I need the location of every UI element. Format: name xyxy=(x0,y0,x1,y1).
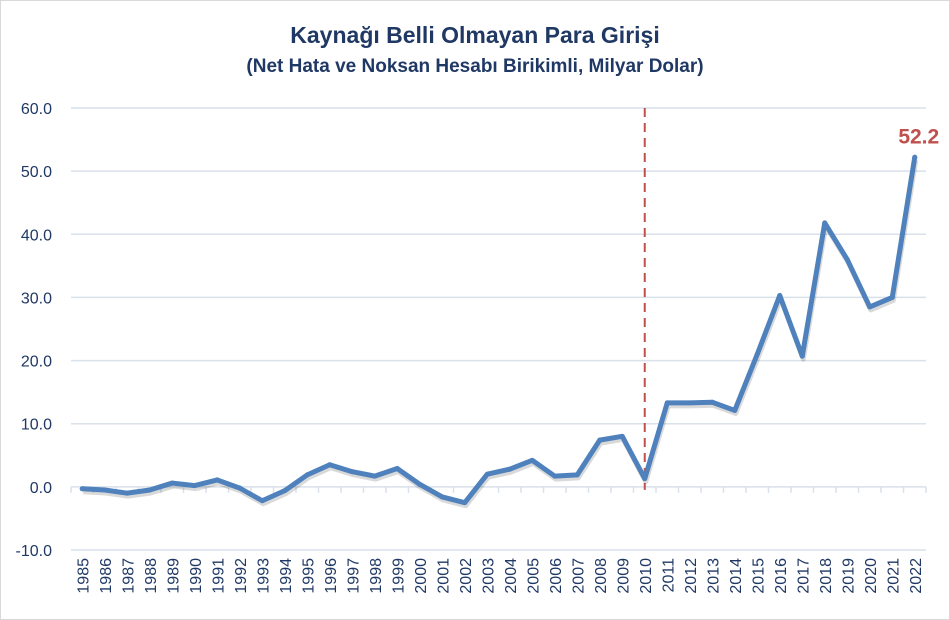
data-point-2016 xyxy=(777,293,783,299)
data-point-1987 xyxy=(124,490,130,496)
y-tick-label: 60.0 xyxy=(21,101,52,118)
data-label-2022: 52.2 xyxy=(898,125,939,148)
data-point-2006 xyxy=(552,473,558,479)
x-tick-label: 1989 xyxy=(165,558,182,594)
x-tick-label: 1992 xyxy=(233,558,250,594)
chart-subtitle: (Net Hata ve Noksan Hesabı Birikimli, Mi… xyxy=(246,56,704,77)
data-point-1989 xyxy=(169,480,175,486)
chart-title: Kaynağı Belli Olmayan Para Girişi xyxy=(290,22,660,48)
data-point-2017 xyxy=(799,353,805,359)
data-point-1995 xyxy=(304,472,310,478)
data-point-2009 xyxy=(619,433,625,439)
series-shadow xyxy=(83,159,919,509)
x-tick-label: 1991 xyxy=(210,558,227,594)
y-tick-label: 30.0 xyxy=(21,290,52,307)
data-point-1994 xyxy=(282,488,288,494)
data-point-1991 xyxy=(214,477,220,483)
x-tick-label: 2008 xyxy=(593,558,610,594)
data-point-2022 xyxy=(912,154,918,160)
data-point-1996 xyxy=(327,462,333,468)
y-tick-label: 40.0 xyxy=(21,227,52,244)
x-tick-label: 2017 xyxy=(795,558,812,594)
data-point-2001 xyxy=(439,494,445,500)
x-tick-label: 2002 xyxy=(458,558,475,594)
x-tick-label: 2018 xyxy=(818,558,835,594)
data-point-1993 xyxy=(259,498,265,504)
x-tick-label: 2004 xyxy=(503,558,520,594)
x-tick-label: 2005 xyxy=(525,558,542,594)
data-point-1988 xyxy=(147,487,153,493)
data-point-2013 xyxy=(709,399,715,405)
x-tick-label: 1993 xyxy=(255,558,272,594)
data-point-2021 xyxy=(889,294,895,300)
data-point-1986 xyxy=(102,487,108,493)
x-tick-label: 1986 xyxy=(98,558,115,594)
series-line xyxy=(79,154,918,506)
data-point-2012 xyxy=(687,400,693,406)
x-tick-label: 1995 xyxy=(300,558,317,594)
data-point-1999 xyxy=(394,466,400,472)
y-tick-label: -10.0 xyxy=(16,543,53,560)
x-tick-label: 2007 xyxy=(570,558,587,594)
x-tick-label: 1996 xyxy=(323,558,340,594)
data-point-2007 xyxy=(574,472,580,478)
x-tick-label: 2006 xyxy=(548,558,565,594)
x-tick-label: 1990 xyxy=(188,558,205,594)
x-tick-label: 1988 xyxy=(143,558,160,594)
data-point-2020 xyxy=(867,304,873,310)
data-point-2003 xyxy=(484,471,490,477)
x-tick-label: 1997 xyxy=(345,558,362,594)
x-tick-label: 2000 xyxy=(413,558,430,594)
data-point-2011 xyxy=(664,400,670,406)
data-point-2005 xyxy=(529,457,535,463)
x-tick-label: 2016 xyxy=(773,558,790,594)
x-tick-label: 2010 xyxy=(638,558,655,594)
y-tick-label: 0.0 xyxy=(30,480,52,497)
x-tick-label: 1985 xyxy=(75,558,92,594)
x-tick-label: 2012 xyxy=(683,558,700,594)
data-point-2019 xyxy=(844,257,850,263)
data-point-1985 xyxy=(79,486,85,492)
data-point-2008 xyxy=(597,437,603,443)
x-tick-label: 2014 xyxy=(728,558,745,594)
x-tick-label: 2015 xyxy=(750,558,767,594)
data-point-1992 xyxy=(237,485,243,491)
data-point-2018 xyxy=(822,220,828,226)
x-tick-label: 2009 xyxy=(615,558,632,594)
data-point-2014 xyxy=(732,407,738,413)
x-tick-label: 1994 xyxy=(278,558,295,594)
x-tick-label: 1998 xyxy=(368,558,385,594)
x-tick-label: 2021 xyxy=(885,558,902,594)
data-point-2002 xyxy=(462,500,468,506)
y-tick-label: 20.0 xyxy=(21,354,52,371)
x-tick-label: 2001 xyxy=(435,558,452,594)
y-tick-label: 10.0 xyxy=(21,417,52,434)
x-tick-label: 2011 xyxy=(660,558,677,593)
data-point-1998 xyxy=(372,473,378,479)
data-point-1990 xyxy=(192,483,198,489)
y-tick-label: 50.0 xyxy=(21,164,52,181)
x-tick-label: 2013 xyxy=(705,558,722,594)
x-tick-label: 2022 xyxy=(908,558,925,594)
data-point-2004 xyxy=(507,466,513,472)
x-tick-label: 1987 xyxy=(120,558,137,594)
data-point-1997 xyxy=(349,469,355,475)
x-tick-label: 1999 xyxy=(390,558,407,594)
data-point-2000 xyxy=(417,481,423,487)
x-tick-label: 2020 xyxy=(863,558,880,594)
data-point-2010 xyxy=(642,476,648,482)
x-tick-label: 2003 xyxy=(480,558,497,594)
data-point-2015 xyxy=(754,351,760,357)
x-tick-label: 2019 xyxy=(840,558,857,594)
